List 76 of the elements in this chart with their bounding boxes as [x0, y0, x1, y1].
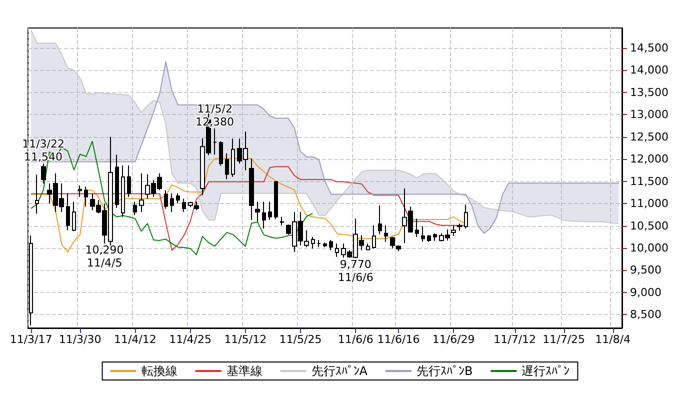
candlestick [219, 140, 223, 166]
legend-label: 遅行ｽﾊﾟﾝ [522, 364, 570, 378]
x-tick-label: 11/5/25 [279, 333, 322, 346]
candlestick [249, 158, 254, 220]
y-tick-label: 9,500 [630, 264, 662, 277]
legend-label: 先行ｽﾊﾟﾝB [416, 364, 473, 378]
y-tick-label: 12,000 [630, 152, 668, 166]
candlestick [35, 174, 39, 214]
candlestick [311, 236, 315, 249]
candlestick [329, 240, 333, 251]
candlestick [262, 201, 266, 229]
y-tick-label: 11,000 [630, 197, 668, 210]
candlestick [451, 224, 456, 236]
candlestick [323, 242, 327, 248]
annotation: 11/5/2 [197, 102, 232, 116]
candlestick [164, 190, 168, 210]
candlestick [280, 216, 284, 226]
candlestick [225, 152, 229, 180]
candlestick [268, 201, 272, 220]
candlestick [378, 204, 382, 235]
y-tick-label: 13,500 [630, 86, 668, 99]
candlestick [231, 138, 235, 178]
annotation: 11/6/6 [338, 271, 374, 284]
y-tick-label: 8,500 [630, 308, 662, 322]
candlestick [41, 163, 46, 184]
candlestick [255, 201, 260, 222]
candlestick [372, 224, 376, 249]
candlestick [121, 164, 125, 218]
candlestick [366, 243, 370, 251]
candlestick [421, 226, 425, 242]
x-tick-label: 11/6/16 [377, 333, 420, 346]
legend-label: 基準線 [226, 364, 262, 378]
y-tick-label: 9,000 [630, 286, 662, 299]
annotation: 10,290 [85, 244, 124, 257]
x-tick-label: 11/5/12 [224, 333, 267, 346]
candlestick [464, 204, 468, 229]
candlestick [139, 172, 144, 212]
annotation: 11/4/5 [86, 256, 122, 270]
x-tick-label: 11/4/25 [169, 333, 212, 346]
legend-label: 転換線 [141, 364, 178, 378]
y-tick-label: 14,000 [630, 64, 668, 77]
candlestick [384, 224, 388, 242]
candlestick [84, 186, 88, 208]
y-tick-label: 10,000 [630, 242, 668, 254]
candlestick [317, 240, 321, 248]
y-tick-label: 12,500 [630, 130, 668, 144]
candlestick [433, 232, 437, 242]
x-tick-label: 11/6/6 [338, 333, 374, 346]
candlestick [335, 243, 339, 258]
y-tick-label: 10,500 [630, 219, 668, 232]
candlestick [274, 180, 278, 220]
candlestick [133, 201, 137, 216]
x-tick-label: 11/4/12 [114, 333, 156, 346]
x-tick-label: 11/7/25 [542, 333, 586, 346]
candlestick [170, 192, 174, 212]
candlestick [427, 234, 431, 242]
candlestick [213, 128, 217, 156]
candlestick [127, 164, 131, 198]
candlestick [457, 223, 462, 232]
candlestick [66, 192, 70, 231]
x-tick-label: 11/7/12 [494, 333, 536, 346]
y-tick-label: 11,500 [630, 174, 668, 188]
y-tick-label: 14,500 [630, 42, 668, 54]
candlestick [415, 218, 419, 238]
x-tick-label: 11/6/29 [432, 333, 475, 346]
candlestick [115, 154, 119, 208]
y-tick-label: 13,000 [630, 108, 668, 122]
x-tick-label: 11/3/30 [58, 333, 102, 346]
candlestick [78, 184, 82, 198]
x-tick-label: 11/3/17 [10, 333, 52, 346]
annotation: 9,770 [340, 258, 372, 272]
candlestick [72, 201, 76, 232]
x-tick-label: 11/8/4 [595, 333, 631, 346]
candlestick [176, 192, 180, 204]
candlestick [182, 198, 186, 212]
legend-label: 先行ｽﾊﾟﾝA [311, 364, 368, 378]
